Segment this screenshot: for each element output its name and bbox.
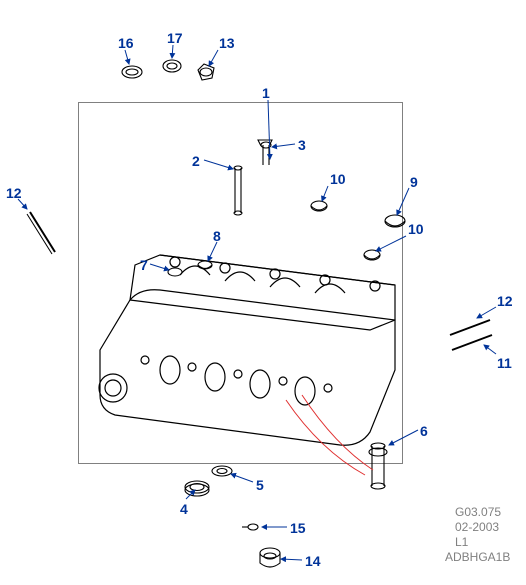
- diagram-code: G03.075: [455, 505, 501, 521]
- callout-8: 8: [213, 229, 221, 243]
- diagram-rev: L1: [455, 535, 468, 551]
- callout-11: 11: [497, 356, 512, 370]
- diagram-date: 02-2003: [455, 520, 499, 536]
- diagram-frame: [78, 102, 403, 464]
- callout-15: 15: [290, 521, 306, 535]
- callout-12a: 12: [6, 186, 22, 200]
- callout-10a: 10: [330, 172, 346, 186]
- callout-7: 7: [140, 258, 148, 272]
- callout-3: 3: [298, 138, 306, 152]
- callout-16: 16: [118, 36, 134, 50]
- callout-1: 1: [262, 86, 270, 100]
- callout-12b: 12: [497, 294, 513, 308]
- callout-2: 2: [192, 154, 200, 168]
- callout-14: 14: [305, 554, 321, 568]
- callout-17: 17: [167, 31, 183, 45]
- callout-5: 5: [256, 478, 264, 492]
- callout-10b: 10: [408, 222, 424, 236]
- callout-9: 9: [410, 175, 418, 189]
- diagram-ref: ADBHGA1B: [445, 550, 510, 566]
- callout-6: 6: [420, 424, 428, 438]
- callout-4: 4: [180, 502, 188, 516]
- callout-13: 13: [219, 36, 235, 50]
